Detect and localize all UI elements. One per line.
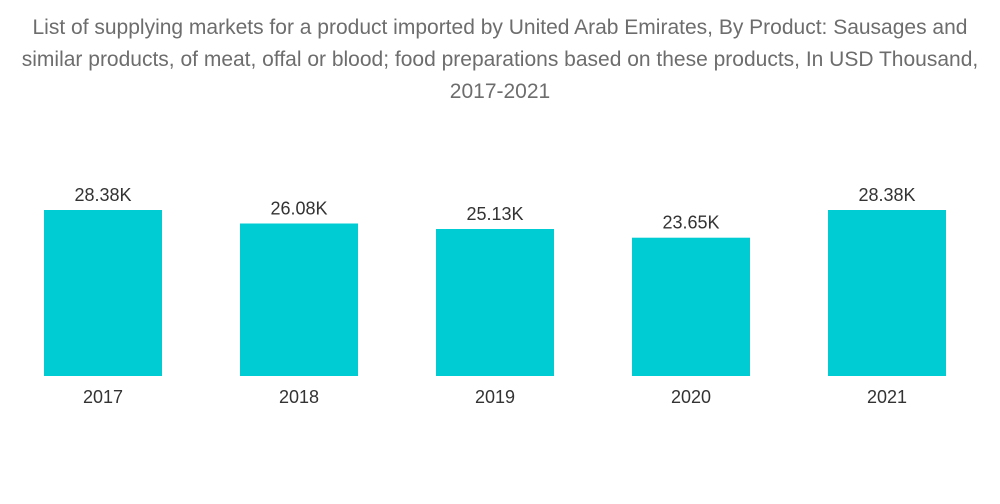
x-tick-label-2020: 2020 [671, 387, 711, 407]
chart-title: List of supplying markets for a product … [21, 16, 979, 103]
x-tick-label-2018: 2018 [279, 387, 319, 407]
value-label-2018: 26.08K [270, 199, 327, 219]
x-tick-label-2021: 2021 [867, 387, 907, 407]
x-axis-tick-labels: 2017 2018 2019 2020 2021 [83, 387, 907, 407]
x-tick-label-2019: 2019 [475, 387, 515, 407]
value-label-2021: 28.38K [858, 185, 915, 205]
x-tick-label-2017: 2017 [83, 387, 123, 407]
value-label-2017: 28.38K [74, 185, 131, 205]
bar-2020 [632, 237, 750, 376]
bars-layer [44, 210, 946, 376]
value-labels-layer: 28.38K 26.08K 25.13K 23.65K 28.38K [74, 185, 915, 233]
bar-2021 [828, 210, 946, 376]
bar-2017 [44, 210, 162, 376]
bar-2019 [436, 229, 554, 376]
value-label-2019: 25.13K [466, 204, 523, 224]
value-label-2020: 23.65K [662, 213, 719, 233]
bar-2018 [240, 223, 358, 376]
